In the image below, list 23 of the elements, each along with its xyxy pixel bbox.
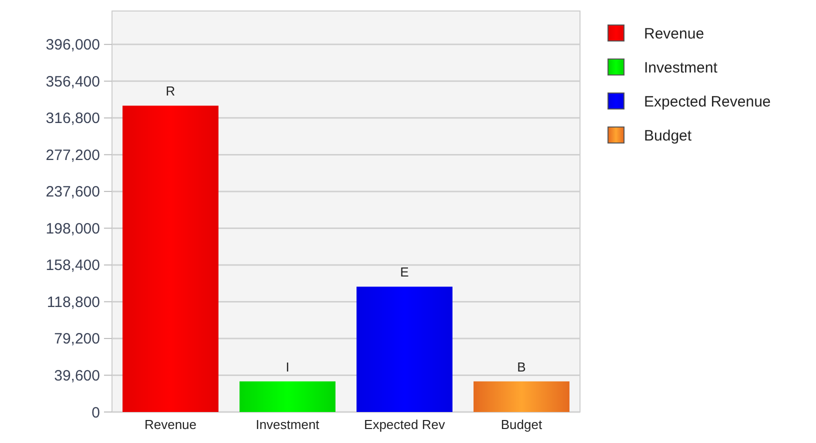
legend-label: Investment (644, 59, 718, 76)
y-tick-label: 316,800 (46, 110, 100, 128)
y-tick-label: 39,600 (54, 367, 100, 384)
x-tick-label: Investment (256, 417, 320, 432)
y-tick-label: 237,600 (46, 184, 100, 201)
y-tick-label: 158,400 (46, 257, 100, 274)
y-tick-label: 0 (92, 404, 100, 422)
y-tick-label: 79,200 (54, 330, 100, 348)
y-tick-label: 277,200 (46, 146, 100, 164)
text: I (286, 359, 290, 374)
text: E (400, 264, 409, 280)
text: R (166, 84, 176, 99)
legend-label: Revenue (644, 25, 704, 42)
y-tick-label: 356,400 (46, 73, 100, 90)
y-tick-label: 198,000 (46, 220, 100, 238)
x-tick-label: Expected Rev (364, 417, 446, 432)
x-tick-label: Revenue (144, 417, 197, 432)
y-tick-label: 118,800 (46, 294, 100, 311)
legend-label: Budget (644, 127, 692, 144)
legend-label: Expected Revenue (644, 93, 771, 110)
x-tick-label: Budget (500, 417, 542, 432)
y-tick-label: 396,000 (46, 36, 100, 54)
text: B (517, 359, 526, 374)
